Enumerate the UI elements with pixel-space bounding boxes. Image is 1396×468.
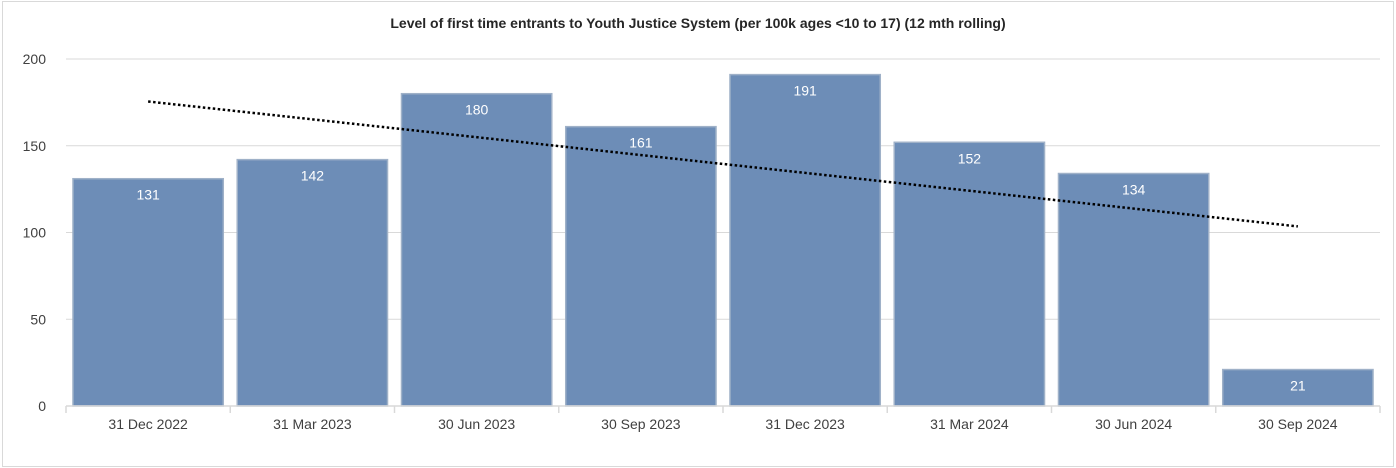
x-tick-label: 30 Sep 2023 bbox=[601, 416, 681, 432]
data-label: 134 bbox=[1122, 182, 1146, 198]
y-tick-label: 100 bbox=[23, 225, 47, 241]
data-label: 131 bbox=[136, 187, 160, 203]
data-label: 21 bbox=[1290, 378, 1306, 394]
bar bbox=[564, 125, 717, 407]
data-label: 142 bbox=[301, 168, 325, 184]
y-tick-label: 50 bbox=[30, 311, 46, 327]
data-label: 191 bbox=[793, 83, 817, 99]
y-tick-label: 200 bbox=[23, 51, 47, 67]
y-tick-label: 150 bbox=[23, 138, 47, 154]
x-tick-label: 31 Mar 2024 bbox=[930, 416, 1009, 432]
bar bbox=[236, 158, 389, 407]
x-tick-label: 30 Sep 2024 bbox=[1258, 416, 1338, 432]
x-tick-label: 30 Jun 2023 bbox=[438, 416, 515, 432]
x-tick-label: 31 Dec 2023 bbox=[765, 416, 845, 432]
bars bbox=[72, 73, 1374, 407]
data-labels: 131 142 180 161 191 152 134 21 bbox=[136, 83, 1305, 394]
data-label: 152 bbox=[958, 150, 982, 166]
bar bbox=[893, 141, 1046, 407]
bar bbox=[400, 92, 553, 407]
data-label: 180 bbox=[465, 102, 489, 118]
chart-title: Level of first time entrants to Youth Ju… bbox=[390, 15, 1006, 31]
data-label: 161 bbox=[629, 135, 653, 151]
axes: 0 50 100 150 200 31 Dec 2022 31 Mar 2023 30 Jun… bbox=[23, 51, 1381, 432]
x-tick-label: 31 Mar 2023 bbox=[273, 416, 352, 432]
bar bbox=[1221, 368, 1374, 407]
y-tick-label: 0 bbox=[38, 398, 46, 414]
bar bbox=[72, 177, 225, 407]
bar bbox=[729, 73, 882, 407]
x-tick-label: 31 Dec 2022 bbox=[108, 416, 188, 432]
x-tick-label: 30 Jun 2024 bbox=[1095, 416, 1172, 432]
bar bbox=[1057, 172, 1210, 407]
